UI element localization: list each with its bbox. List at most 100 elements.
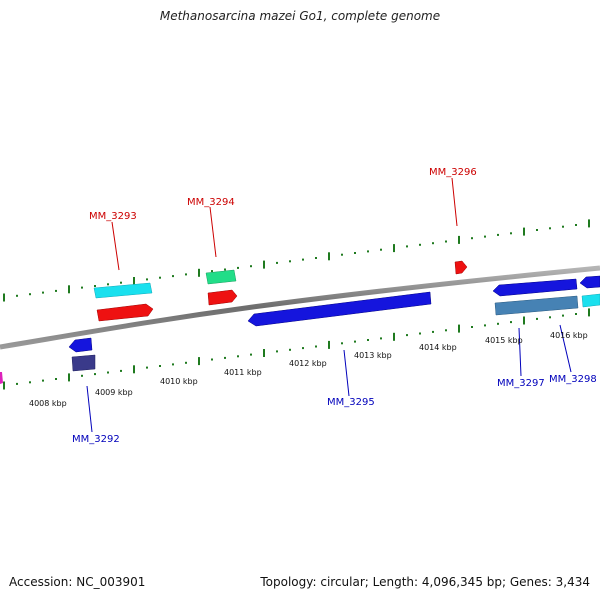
ruler-major-tick	[3, 293, 5, 302]
ruler-major-tick	[588, 219, 590, 228]
ruler-minor-tick	[159, 365, 161, 367]
ruler-major-tick	[198, 268, 200, 277]
ruler-label: 4009 kbp	[95, 388, 133, 397]
ruler-major-tick	[198, 357, 200, 366]
ruler-minor-tick	[562, 314, 564, 317]
ruler-minor-tick	[81, 374, 83, 377]
gene-label-MM_3298: MM_3298	[549, 374, 597, 385]
gene-arrow-MM_3294[interactable]	[207, 289, 238, 306]
ruler-minor-tick	[146, 278, 148, 281]
gene-arrow-MM_3298[interactable]	[579, 275, 600, 289]
ruler-minor-tick	[276, 261, 278, 264]
ruler-major-tick	[588, 308, 590, 317]
ruler-major-tick	[523, 227, 525, 236]
gene-label-MM_3297: MM_3297	[497, 378, 545, 389]
feature-magenta-edge[interactable]	[0, 372, 3, 384]
ruler-minor-tick	[380, 337, 382, 340]
ruler-minor-tick	[471, 237, 473, 240]
ruler-minor-tick	[237, 266, 239, 269]
ruler-minor-tick	[341, 253, 343, 256]
ruler-major-tick	[133, 365, 135, 374]
ruler-label: 4011 kbp	[224, 368, 262, 377]
ruler-minor-tick	[276, 350, 278, 353]
ruler-minor-tick	[536, 317, 538, 320]
ruler-minor-tick	[159, 276, 161, 279]
gene-label-MM_3293: MM_3293	[89, 211, 137, 222]
ruler-label: 4012 kbp	[289, 359, 327, 368]
ruler-minor-tick	[354, 252, 356, 254]
ruler-major-tick	[263, 349, 265, 357]
label-leader-lines	[86, 177, 572, 433]
ruler-minor-tick	[224, 356, 226, 359]
ruler-minor-tick	[432, 330, 434, 333]
ruler-minor-tick	[94, 285, 96, 287]
forward-ruler-ticks	[3, 219, 590, 302]
gene-arrow-MM_3297[interactable]	[492, 278, 578, 297]
ruler-minor-tick	[367, 339, 369, 341]
ruler-minor-tick	[510, 321, 512, 324]
ruler-minor-tick	[419, 243, 421, 246]
ruler-minor-tick	[289, 260, 291, 263]
ruler-major-tick	[458, 324, 460, 333]
ruler-major-tick	[393, 244, 395, 253]
ruler-minor-tick	[406, 334, 408, 337]
ruler-minor-tick	[497, 322, 499, 325]
ruler-minor-tick	[29, 381, 31, 384]
ruler-minor-tick	[185, 273, 187, 276]
ruler-minor-tick	[185, 361, 187, 364]
ruler-minor-tick	[575, 313, 577, 315]
ruler-minor-tick	[419, 332, 421, 335]
ruler-minor-tick	[107, 371, 109, 374]
ruler-major-tick	[68, 285, 70, 294]
gene-arrow-MM_3292[interactable]	[68, 337, 93, 353]
ruler-minor-tick	[224, 268, 226, 271]
ruler-minor-tick	[172, 275, 174, 278]
feature-trna-3293[interactable]	[93, 282, 153, 299]
ruler-minor-tick	[42, 379, 44, 382]
ruler-minor-tick	[211, 270, 213, 273]
feature-rrna-3294[interactable]	[205, 269, 237, 285]
feature-gray-3297[interactable]	[494, 295, 579, 316]
accession-text: Accession: NC_003901	[9, 575, 146, 589]
feature-trna-right[interactable]	[581, 293, 600, 308]
ruler-minor-tick	[315, 345, 317, 348]
ruler-minor-tick	[497, 233, 499, 236]
ruler-minor-tick	[289, 348, 291, 351]
ruler-minor-tick	[16, 294, 18, 297]
feature-other-3292[interactable]	[71, 354, 96, 372]
ruler-minor-tick	[211, 358, 213, 361]
ruler-label: 4014 kbp	[419, 343, 457, 352]
ruler-minor-tick	[237, 355, 239, 358]
ruler-minor-tick	[315, 257, 317, 259]
ruler-label: 4016 kbp	[550, 331, 588, 340]
gene-arrow-MM_3295[interactable]	[247, 291, 432, 327]
ruler-minor-tick	[55, 378, 57, 380]
ruler-minor-tick	[16, 382, 18, 385]
ruler-minor-tick	[120, 369, 122, 372]
reverse-features	[0, 275, 600, 384]
ruler-major-tick	[328, 340, 330, 349]
ruler-minor-tick	[302, 347, 304, 350]
ruler-major-tick	[68, 373, 70, 382]
gene-arrow-MM_3296[interactable]	[454, 260, 468, 275]
gene-label-MM_3295: MM_3295	[327, 397, 375, 408]
ruler-label: 4015 kbp	[485, 336, 523, 345]
ruler-minor-tick	[94, 373, 96, 376]
gene-arrow-MM_3293[interactable]	[96, 303, 154, 322]
ruler-minor-tick	[406, 245, 408, 248]
ruler-minor-tick	[549, 316, 551, 319]
ruler-minor-tick	[471, 326, 473, 328]
ruler-minor-tick	[432, 242, 434, 245]
gene-label-MM_3292: MM_3292	[72, 434, 120, 445]
ruler-major-tick	[328, 252, 330, 261]
ruler-major-tick	[458, 235, 460, 244]
ruler-minor-tick	[445, 329, 447, 332]
gene-label-MM_3294: MM_3294	[187, 197, 235, 208]
ruler-minor-tick	[107, 283, 109, 286]
ruler-minor-tick	[172, 363, 174, 366]
ruler-minor-tick	[562, 225, 564, 228]
ruler-minor-tick	[367, 250, 369, 253]
forward-features	[93, 260, 600, 322]
ruler-minor-tick	[120, 281, 122, 284]
